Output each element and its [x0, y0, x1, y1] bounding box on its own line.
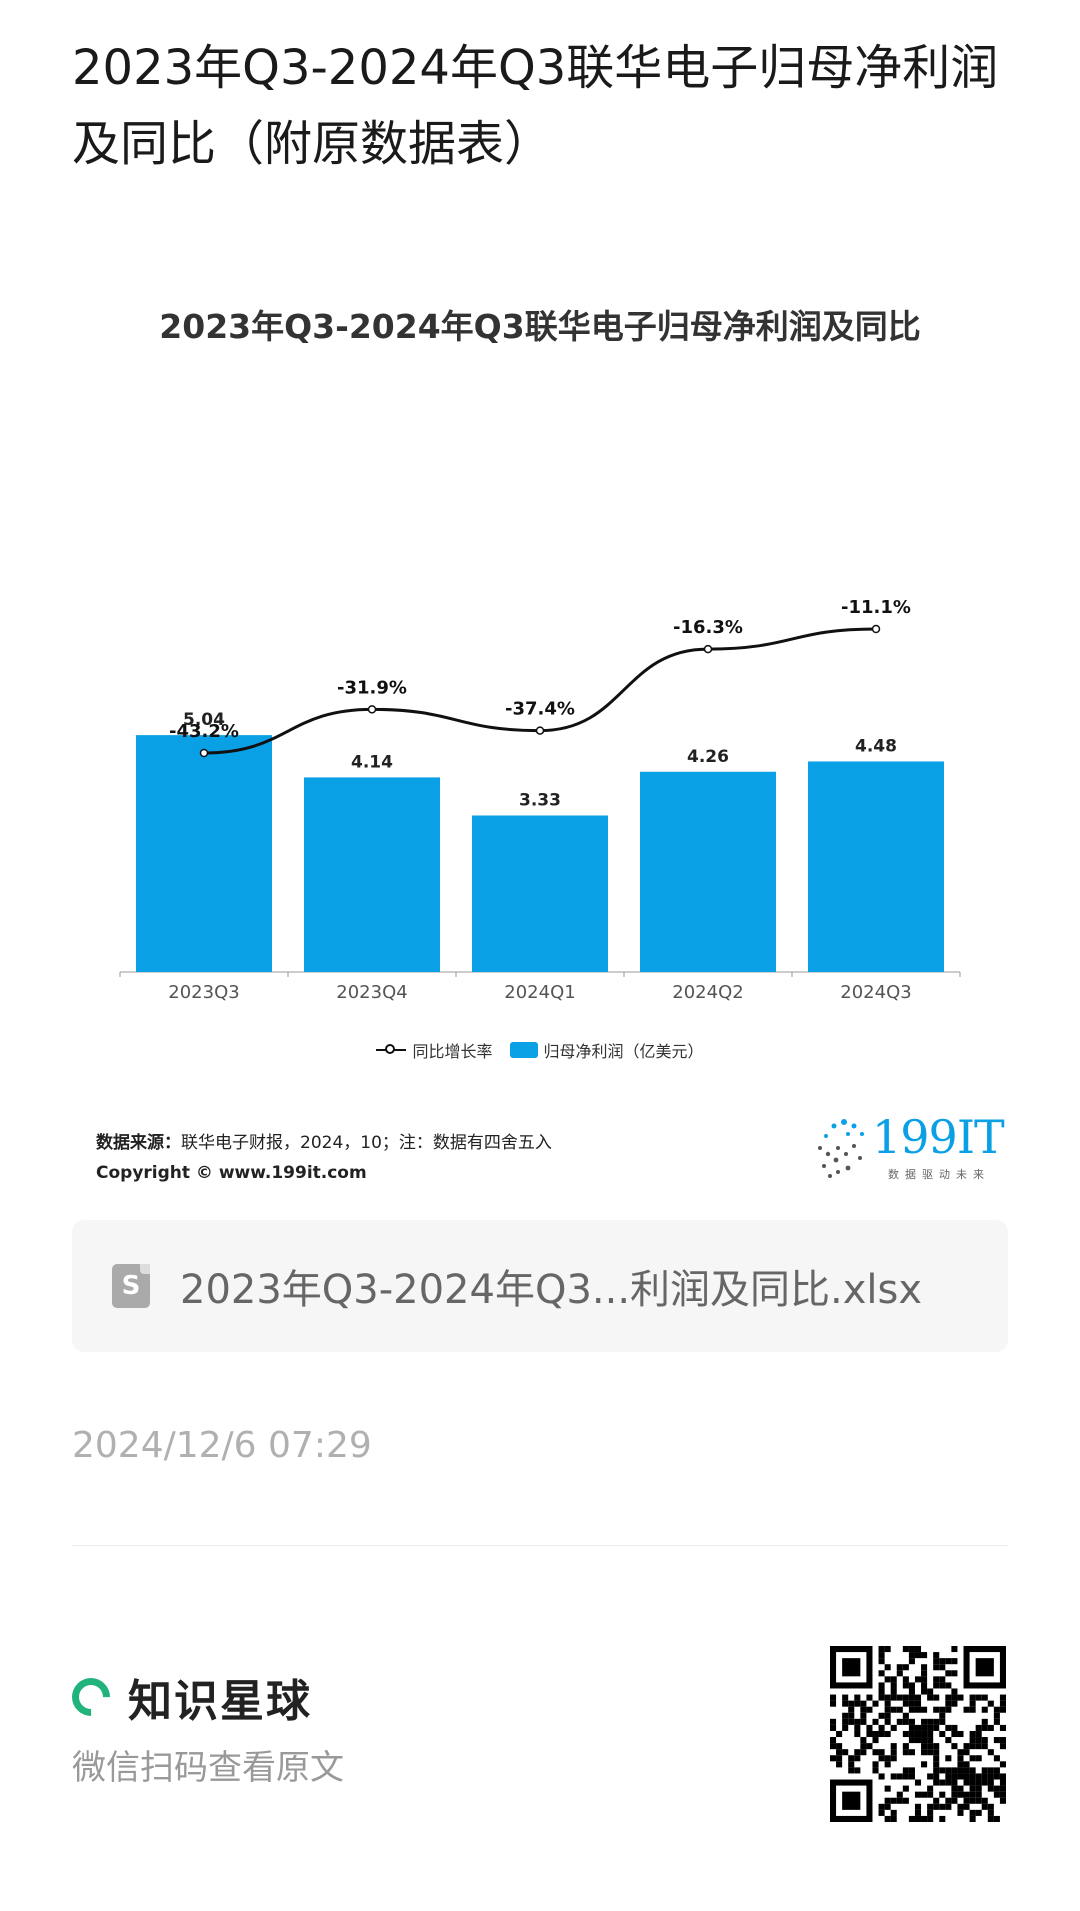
legend-line-marker — [376, 1042, 407, 1058]
yoy-value-label: -11.1% — [841, 597, 911, 618]
source-text: 联华电子财报，2024，10；注：数据有四舍五入 — [181, 1133, 552, 1153]
yoy-value-label: -31.9% — [337, 677, 407, 698]
bar-2024Q3 — [808, 761, 944, 972]
yoy-point — [367, 705, 377, 714]
yoy-point — [703, 644, 713, 654]
chart-source: 数据来源：联华电子财报，2024，10；注：数据有四舍五入 Copyright … — [96, 1128, 552, 1188]
yoy-point — [199, 748, 209, 758]
199it-logo: 199IT 数据驱动未来 — [808, 1110, 1005, 1190]
chart-plot: 5.04 2023Q3 4.14 2023Q4 3.33 2024Q1 4.26 2024Q2… — [119, 597, 961, 1003]
legend-label-profit: 归母净利润（亿美元） — [543, 1042, 704, 1061]
post-title: 2023年Q3-2024年Q3联华电子归母净利润及同比（附原数据表） — [72, 40, 999, 172]
yoy-value-label: -16.3% — [673, 617, 743, 638]
bar-value-label: 4.26 — [687, 747, 729, 767]
post-timestamp: 2024/12/6 07:29 — [72, 1425, 372, 1466]
bar-2023Q3 — [136, 735, 272, 972]
attachment-filename[interactable]: 2023年Q3-2024年Q3...利润及同比.xlsx — [180, 1267, 923, 1313]
legend-label-yoy: 同比增长率 — [412, 1042, 493, 1061]
x-tick-label: 2024Q2 — [672, 982, 743, 1003]
legend-bar-marker — [509, 1042, 538, 1058]
divider — [72, 1545, 1008, 1546]
x-tick-label: 2024Q3 — [840, 982, 911, 1003]
copyright-text: Copyright © www.199it.com — [96, 1163, 367, 1183]
qr-code-icon[interactable] — [830, 1646, 1006, 1822]
source-label: 数据来源： — [96, 1133, 181, 1153]
yoy-point — [535, 726, 545, 735]
bar-value-label: 5.04 — [183, 710, 225, 730]
bar-value-label: 3.33 — [519, 790, 561, 810]
zsxq-logo-icon — [64, 1670, 118, 1724]
bar-2024Q1 — [472, 815, 608, 972]
x-tick-label: 2023Q4 — [336, 982, 407, 1003]
chart-legend: 同比增长率 归母净利润（亿美元） — [72, 1038, 1008, 1062]
bar-value-label: 4.48 — [855, 736, 897, 756]
bar-2023Q4 — [304, 777, 440, 972]
chart-image: 2023年Q3-2024年Q3联华电子归母净利润及同比 5.04 2023Q3 4.… — [72, 270, 1008, 1190]
logo-subtitle: 数据驱动未来 — [888, 1168, 990, 1181]
yoy-value-label: -37.4% — [505, 699, 575, 720]
x-tick-label: 2024Q1 — [504, 982, 575, 1003]
logo-text: 199IT — [872, 1110, 1005, 1164]
yoy-point — [871, 624, 881, 634]
legend-item-profit: 归母净利润（亿美元） — [509, 1038, 704, 1062]
brand: 知识星球 — [64, 1665, 312, 1729]
x-tick-label: 2023Q3 — [168, 982, 239, 1003]
scan-hint: 微信扫码查看原文 — [72, 1748, 344, 1788]
bar-2024Q2 — [640, 771, 776, 972]
yoy-value-label: -43.2% — [169, 721, 239, 742]
chart-title: 2023年Q3-2024年Q3联华电子归母净利润及同比 — [159, 307, 921, 346]
bar-value-label: 4.14 — [351, 752, 393, 772]
attachment-file[interactable]: S 2023年Q3-2024年Q3...利润及同比.xlsx — [72, 1220, 1008, 1352]
logo-dots-icon — [818, 1119, 864, 1178]
brand-name: 知识星球 — [128, 1676, 312, 1727]
legend-item-yoy: 同比增长率 — [376, 1038, 492, 1062]
spreadsheet-file-icon: S — [112, 1264, 150, 1308]
